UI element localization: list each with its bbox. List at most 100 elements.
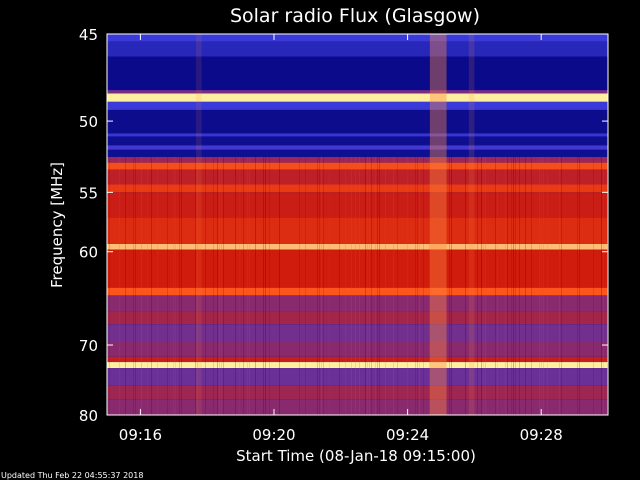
frequency-band: [107, 385, 608, 400]
texture-streak: [367, 156, 368, 415]
frequency-band: [107, 145, 608, 150]
frequency-band: [107, 244, 608, 250]
frequency-band: [107, 340, 608, 357]
frequency-band: [107, 93, 608, 102]
texture-streak: [319, 156, 320, 415]
y-tick-label: 70: [79, 337, 98, 355]
y-tick-label: 45: [79, 26, 98, 44]
frequency-band: [107, 34, 608, 42]
texture-streak: [181, 156, 182, 415]
texture-streak: [167, 156, 168, 415]
texture-streak: [593, 156, 594, 415]
texture-streak: [205, 156, 206, 415]
texture-streak: [175, 156, 176, 415]
x-axis-label: Start Time (08-Jan-18 09:15:00): [236, 447, 476, 465]
plot-frame: [106, 33, 609, 416]
x-tick-label: 09:20: [252, 426, 295, 444]
texture-streak: [497, 156, 498, 415]
texture-streak: [221, 156, 222, 415]
texture-streak: [321, 156, 322, 415]
texture-streak: [449, 156, 450, 415]
x-tick-label: 09:16: [119, 426, 162, 444]
spectral-texture: [109, 156, 608, 415]
texture-streak: [525, 156, 526, 415]
frequency-band: [107, 156, 608, 163]
frequency-band: [107, 184, 608, 193]
texture-streak: [299, 156, 300, 415]
texture-streak: [179, 156, 180, 415]
texture-streak: [217, 156, 218, 415]
frequency-band: [107, 109, 608, 134]
texture-streak: [213, 156, 214, 415]
texture-streak: [317, 156, 318, 415]
texture-streak: [151, 156, 152, 415]
texture-streak: [265, 156, 266, 415]
frequency-band: [107, 362, 608, 369]
texture-streak: [125, 156, 126, 415]
y-axis-ticks: 45 50 55 60 70 80: [79, 26, 608, 425]
texture-streak: [419, 156, 420, 415]
texture-streak: [485, 156, 486, 415]
texture-streak: [263, 156, 264, 415]
frequency-band: [107, 90, 608, 94]
texture-streak: [109, 156, 110, 415]
texture-streak: [377, 156, 378, 415]
texture-streak: [255, 156, 256, 415]
texture-streak: [513, 156, 514, 415]
texture-streak: [119, 156, 120, 415]
texture-streak: [323, 156, 324, 415]
frequency-band: [107, 249, 608, 288]
texture-streak: [603, 156, 604, 415]
texture-streak: [531, 156, 532, 415]
texture-streak: [481, 156, 482, 415]
texture-streak: [195, 156, 196, 415]
texture-streak: [561, 156, 562, 415]
burst-region: [429, 34, 447, 415]
texture-streak: [423, 156, 424, 415]
y-tick-label: 60: [79, 244, 98, 262]
texture-streak: [371, 156, 372, 415]
texture-streak: [365, 156, 366, 415]
frequency-band: [107, 311, 608, 325]
texture-streak: [355, 156, 356, 415]
x-axis-ticks: 09:16 09:20 09:24 09:28: [119, 34, 563, 444]
x-tick-label: 09:24: [386, 426, 429, 444]
frequency-bands: [107, 34, 608, 415]
texture-streak: [601, 156, 602, 415]
texture-streak: [135, 156, 136, 415]
frequency-band: [107, 368, 608, 386]
frequency-band: [107, 192, 608, 218]
texture-streak: [407, 156, 408, 415]
texture-streak: [369, 156, 370, 415]
texture-streak: [519, 156, 520, 415]
texture-streak: [429, 156, 430, 415]
texture-streak: [249, 156, 250, 415]
y-tick-label: 80: [79, 407, 98, 425]
texture-streak: [477, 156, 478, 415]
texture-streak: [219, 156, 220, 415]
texture-streak: [543, 156, 544, 415]
frequency-band: [107, 169, 608, 185]
texture-streak: [247, 156, 248, 415]
frequency-band: [107, 41, 608, 57]
frequency-band: [107, 324, 608, 341]
burst-activity: [196, 34, 475, 415]
texture-streak: [223, 156, 224, 415]
texture-streak: [577, 156, 578, 415]
texture-streak: [451, 156, 452, 415]
texture-streak: [507, 156, 508, 415]
texture-streak: [495, 156, 496, 415]
frequency-band: [107, 136, 608, 146]
frequency-band: [107, 399, 608, 415]
burst-region: [196, 34, 202, 415]
texture-streak: [541, 156, 542, 415]
texture-streak: [515, 156, 516, 415]
frequency-band: [107, 101, 608, 110]
texture-streak: [133, 156, 134, 415]
texture-streak: [339, 156, 340, 415]
texture-streak: [393, 156, 394, 415]
texture-streak: [465, 156, 466, 415]
spectrogram-plot-area: [107, 34, 608, 415]
frequency-band: [107, 356, 608, 363]
texture-streak: [539, 156, 540, 415]
